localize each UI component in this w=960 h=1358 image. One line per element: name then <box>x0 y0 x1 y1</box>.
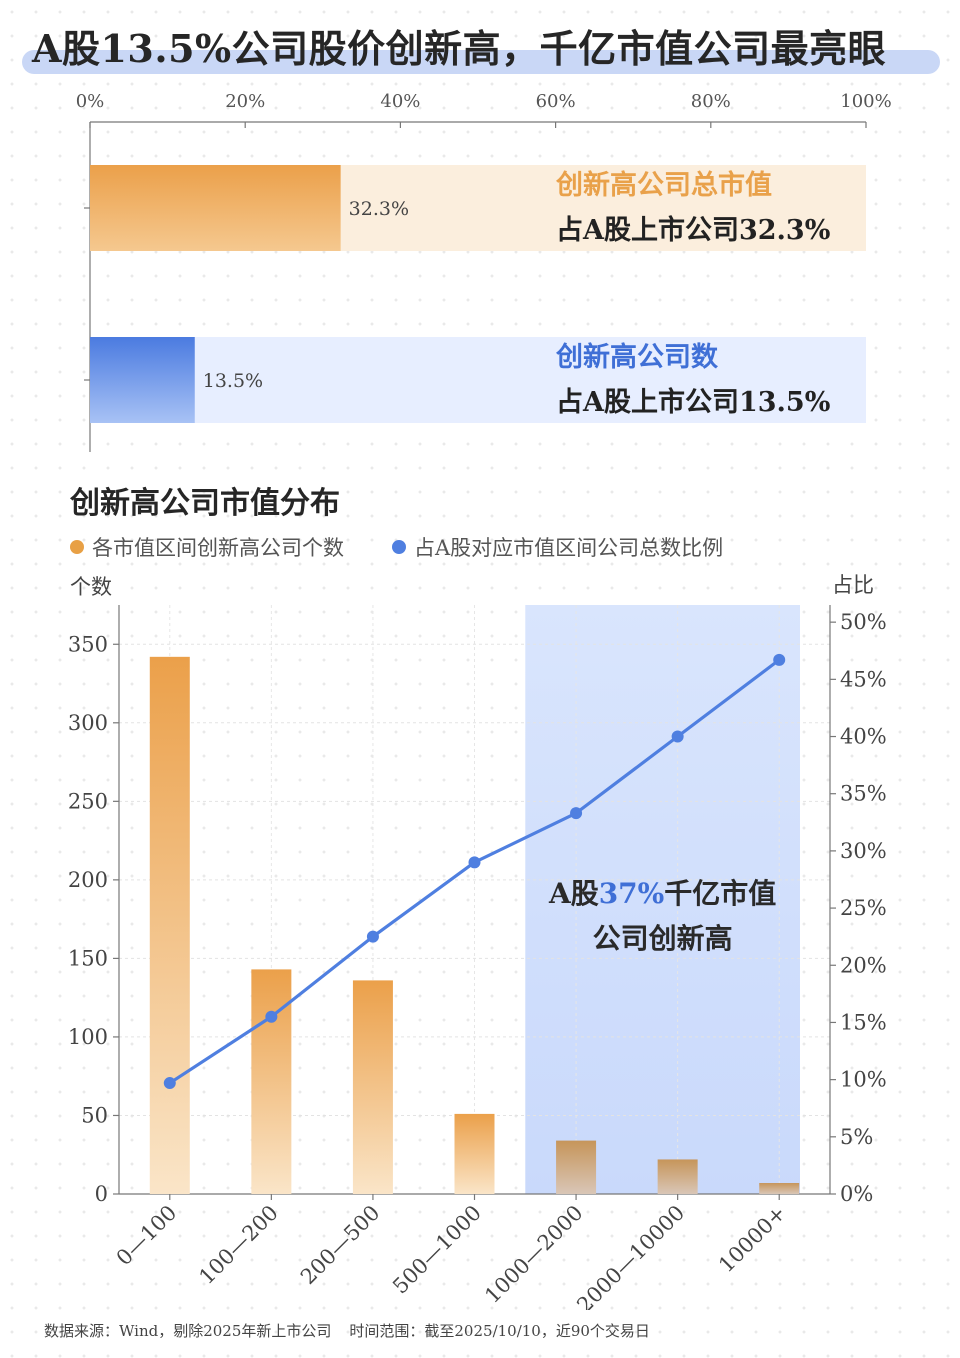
bar <box>657 1159 698 1194</box>
legend-label-count: 各市值区间创新高公司个数 <box>92 536 344 560</box>
footer-source: 数据来源：Wind，剔除2025年新上市公司 <box>44 1322 332 1340</box>
bar-title: 创新高公司数 <box>555 341 719 373</box>
y-left-axis-title: 个数 <box>70 575 112 599</box>
x-tick-label: 2000—10000 <box>572 1201 689 1310</box>
line-point <box>570 807 583 820</box>
annotation-line1: A股37%千亿市值 <box>548 877 776 910</box>
y-right-tick-label: 20% <box>840 953 887 977</box>
y-right-tick-label: 5% <box>840 1125 873 1149</box>
x-tick-label: 1000—2000 <box>480 1201 587 1308</box>
annotation-line2: 公司创新高 <box>593 922 733 955</box>
y-right-tick-label: 30% <box>840 839 887 863</box>
bar <box>556 1140 597 1194</box>
x-tick-label: 20% <box>225 91 265 112</box>
y-left-tick-label: 250 <box>68 789 108 813</box>
bar-title: 创新高公司总市值 <box>555 169 772 201</box>
x-tick-label: 100% <box>840 91 891 112</box>
y-right-axis-title: 占比 <box>832 573 874 597</box>
x-tick-label: 100—200 <box>194 1201 283 1290</box>
x-tick-label: 0% <box>76 91 105 112</box>
y-left-tick-label: 0 <box>95 1182 108 1206</box>
y-left-tick-label: 150 <box>68 946 108 970</box>
bar-subtitle: 占A股上市公司13.5% <box>556 386 830 418</box>
y-right-tick-label: 40% <box>840 725 887 749</box>
line-point <box>671 730 684 743</box>
line-point <box>366 930 379 943</box>
bar-value-label: 13.5% <box>203 370 263 392</box>
x-tick-label: 80% <box>691 91 731 112</box>
highlight-region <box>525 605 800 1194</box>
y-right-tick-label: 15% <box>840 1010 887 1034</box>
y-right-tick-label: 10% <box>840 1068 887 1092</box>
legend-item-ratio: 占A股对应市值区间公司总数比例 <box>392 532 723 562</box>
bar <box>149 656 190 1194</box>
bar <box>454 1113 495 1194</box>
y-right-tick-label: 0% <box>840 1182 873 1206</box>
x-tick-label: 40% <box>380 91 420 112</box>
line-point <box>468 856 481 869</box>
y-right-tick-label: 50% <box>840 610 887 634</box>
bar <box>759 1183 800 1194</box>
y-left-tick-label: 300 <box>68 711 108 735</box>
line-point <box>163 1077 176 1090</box>
distribution-chart-title: 创新高公司市值分布 <box>70 486 340 521</box>
x-tick-label: 500—1000 <box>388 1201 486 1299</box>
legend-blue-dot <box>392 540 406 554</box>
bar-value-label: 32.3% <box>349 198 409 220</box>
legend-label-ratio: 占A股对应市值区间公司总数比例 <box>414 536 724 560</box>
footer-range: 时间范围：截至2025/10/10，近90个交易日 <box>349 1322 650 1340</box>
bar <box>352 980 393 1194</box>
distribution-chart: 个数 占比 0 50 100 150 200 250 300 350 0% 5% 10% 15% 20% 25… <box>68 573 887 1310</box>
bar-subtitle: 占A股上市公司32.3% <box>556 214 830 246</box>
legend-orange-dot <box>70 540 84 554</box>
y-right-tick-label: 45% <box>840 667 887 691</box>
footer-note: 数据来源：Wind，剔除2025年新上市公司 时间范围：截至2025/10/10，… <box>44 1320 650 1341</box>
share-bar-chart: 0% 20% 40% 60% 80% 100% 32.3% 创新高公司总市值占A股上市公司32… <box>76 91 892 452</box>
y-left-tick-label: 100 <box>68 1025 108 1049</box>
annotation-suffix: 千亿市值 <box>664 877 776 910</box>
x-tick-label: 0—100 <box>112 1201 182 1271</box>
bar <box>90 165 341 251</box>
line-point <box>773 653 786 666</box>
line-point <box>265 1010 278 1023</box>
y-left-tick-label: 350 <box>68 632 108 656</box>
y-right-tick-label: 35% <box>840 782 887 806</box>
title-highlight <box>22 50 940 74</box>
x-tick-label: 200—500 <box>296 1201 385 1290</box>
page-title: A股13.5%公司股价创新高，千亿市值公司最亮眼 <box>32 26 887 71</box>
y-left-tick-label: 200 <box>68 868 108 892</box>
x-tick-label: 60% <box>536 91 576 112</box>
annotation-highlight: 37% <box>599 877 665 910</box>
y-right-tick-label: 25% <box>840 896 887 920</box>
bar <box>90 337 195 423</box>
x-tick-label: 10000+ <box>714 1201 791 1278</box>
title-banner: A股13.5%公司股价创新高，千亿市值公司最亮眼 <box>22 12 940 74</box>
legend-item-count: 各市值区间创新高公司个数 <box>70 532 344 562</box>
y-left-tick-label: 50 <box>81 1103 108 1127</box>
bar-track <box>90 337 866 423</box>
bar <box>251 969 292 1194</box>
annotation-prefix: A股 <box>548 877 599 910</box>
